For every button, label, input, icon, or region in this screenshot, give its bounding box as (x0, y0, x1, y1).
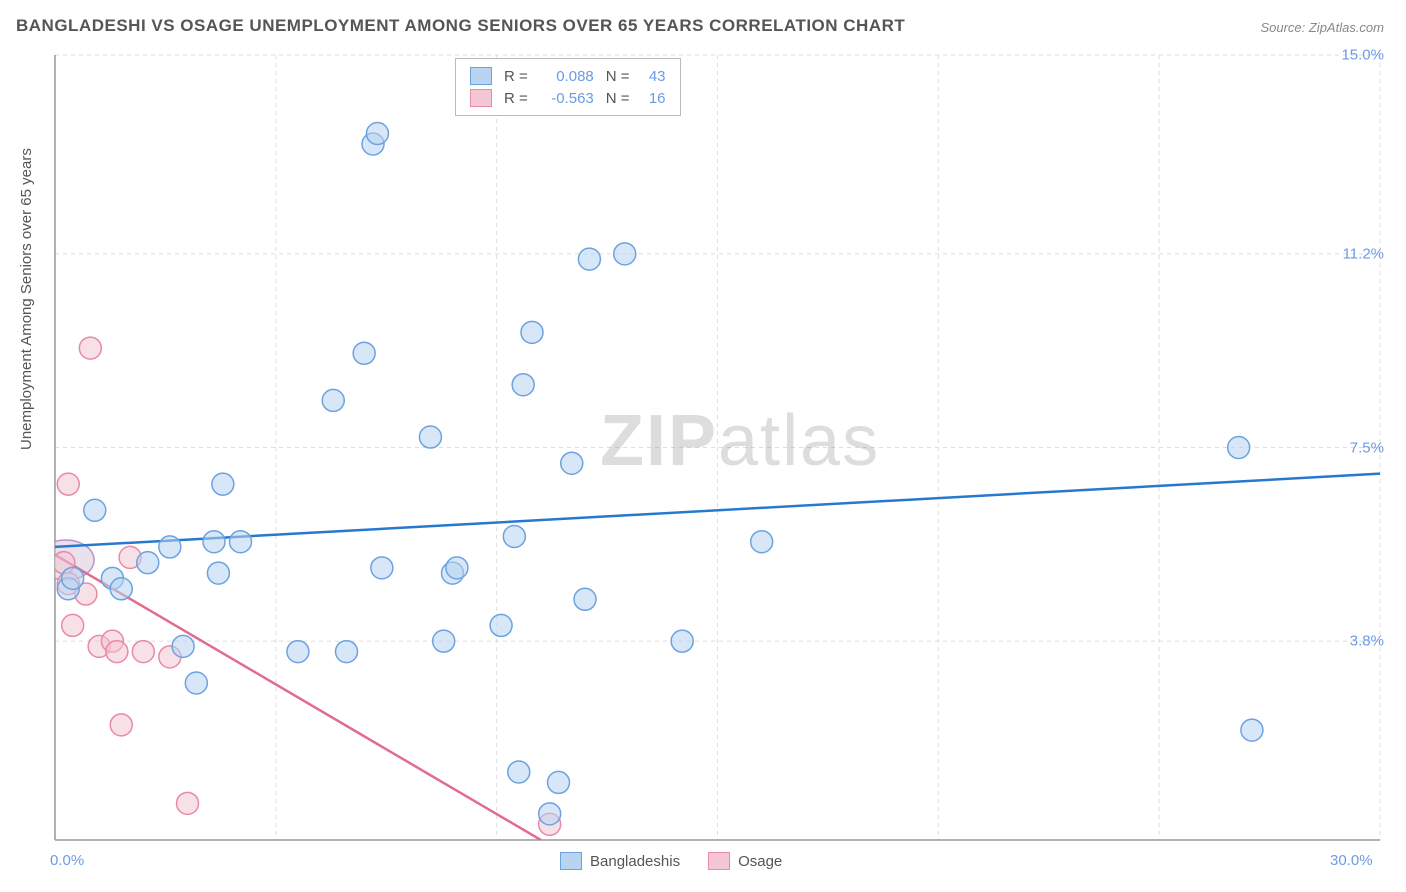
stats-row: R = -0.563 N = 16 (470, 87, 666, 109)
x-tick-label: 0.0% (50, 852, 84, 869)
swatch-bangladeshis (470, 67, 492, 85)
legend-item-bangladeshis: Bangladeshis (560, 852, 680, 870)
y-axis-label: Unemployment Among Seniors over 65 years (18, 148, 35, 450)
y-tick-label: 7.5% (1350, 439, 1384, 456)
y-tick-label: 11.2% (1343, 245, 1384, 262)
series-legend: Bangladeshis Osage (560, 852, 782, 870)
stats-legend-box: R = 0.088 N = 43 R = -0.563 N = 16 (455, 58, 681, 116)
stats-row: R = 0.088 N = 43 (470, 65, 666, 87)
correlation-chart: BANGLADESHI VS OSAGE UNEMPLOYMENT AMONG … (0, 0, 1406, 892)
x-tick-label: 30.0% (1330, 852, 1373, 869)
legend-item-osage: Osage (708, 852, 782, 870)
swatch-bangladeshis (560, 852, 582, 870)
y-tick-label: 3.8% (1350, 633, 1384, 650)
plot-svg (0, 0, 1406, 892)
y-tick-label: 15.0% (1341, 47, 1384, 64)
swatch-osage (708, 852, 730, 870)
swatch-osage (470, 89, 492, 107)
